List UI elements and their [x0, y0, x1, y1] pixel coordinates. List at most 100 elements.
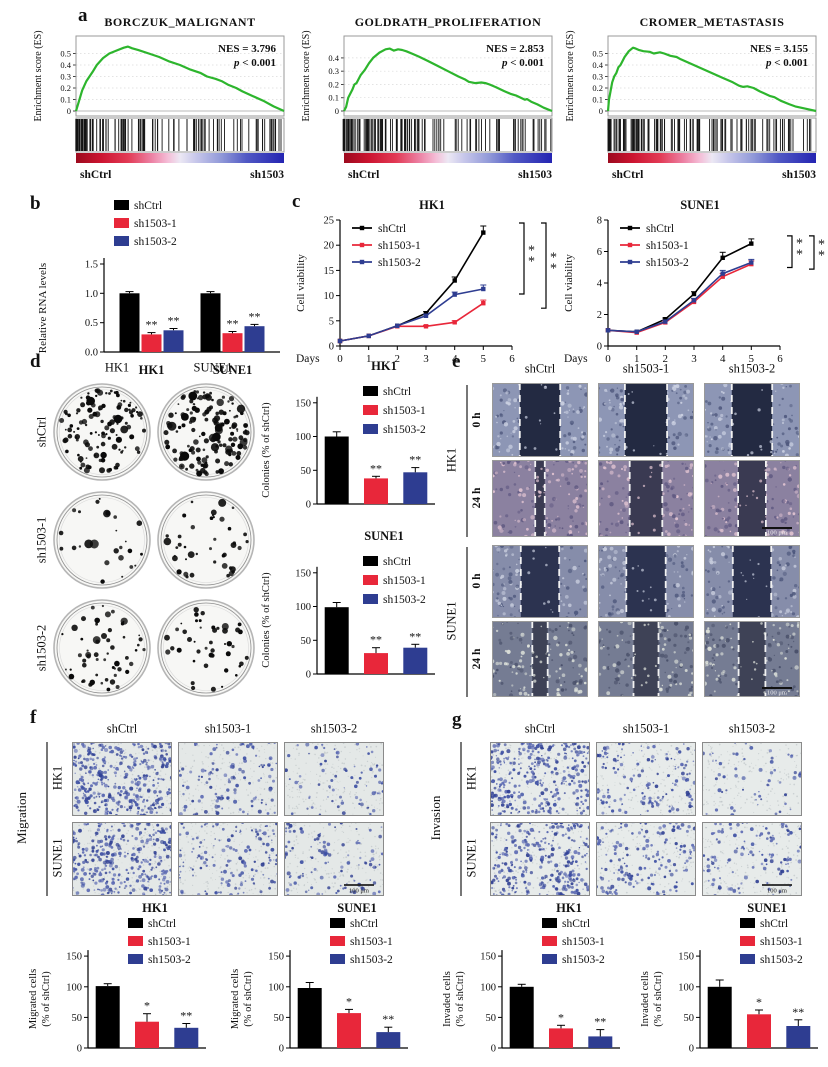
svg-text:sh1503-2: sh1503-2 [148, 954, 191, 966]
svg-text:**: ** [180, 1009, 192, 1023]
svg-text:**: ** [409, 629, 421, 643]
svg-text:**: ** [382, 1012, 394, 1026]
svg-text:0: 0 [77, 1044, 82, 1055]
svg-text:150: 150 [66, 952, 82, 963]
svg-text:Migrated cells: Migrated cells [28, 969, 39, 1029]
svg-text:*: * [528, 255, 535, 270]
svg-text:50: 50 [684, 1013, 695, 1024]
svg-text:Colonies (% of shCtrl): Colonies (% of shCtrl) [261, 402, 272, 498]
svg-text:Invaded cells: Invaded cells [442, 971, 453, 1027]
svg-text:sh1503: sh1503 [518, 169, 552, 181]
svg-text:25: 25 [324, 216, 335, 227]
svg-text:0: 0 [335, 106, 339, 116]
migration-image-hk1-sh1503-2 [283, 741, 385, 817]
wound-image-hk1-24h-shctrl [491, 458, 590, 539]
svg-text:GOLDRATH_PROLIFERATION: GOLDRATH_PROLIFERATION [355, 15, 542, 29]
svg-text:SUNE1: SUNE1 [680, 198, 720, 212]
colony-dish-hk1-sh1503-2 [52, 598, 152, 698]
svg-text:SUNE1: SUNE1 [337, 901, 377, 915]
panel-g-col-shctrl: shCtrl [524, 721, 556, 736]
svg-text:shCtrl: shCtrl [134, 200, 162, 212]
wound-image-sune1-0h-sh1503-1 [597, 544, 696, 619]
svg-text:HK1: HK1 [556, 901, 582, 915]
svg-text:**: ** [168, 314, 180, 328]
svg-text:sh1503-2: sh1503-2 [562, 954, 605, 966]
svg-text:0.3: 0.3 [60, 72, 71, 82]
svg-text:50: 50 [301, 636, 312, 647]
svg-text:Relative RNA levels: Relative RNA levels [37, 263, 49, 353]
migration-image-sune1-shctrl [70, 820, 174, 898]
svg-text:(% of shCtrl): (% of shCtrl) [41, 971, 52, 1027]
panel-d-col-sune1: SUNE1 [193, 360, 233, 375]
panel-g-col-sh1503-1: sh1503-1 [622, 721, 670, 736]
panel-e-col-sh1503-2: sh1503-2 [728, 361, 776, 376]
wound-image-hk1-24h-sh1503-2: 100 μm [702, 459, 802, 537]
gsea-plot-goldrath-proliferation: GOLDRATH_PROLIFERATION 0 0.1 0.2 0.3 0.4 Enric… [298, 12, 560, 192]
gsea-plot-cromer-metastasis: CROMER_METASTASIS 0 0.1 0.2 0.3 0.4 0.5 Enrichm… [562, 12, 824, 192]
svg-text:100: 100 [678, 982, 694, 993]
invasion-image-sune1-shctrl [489, 820, 592, 898]
migrated-cells-bar-chart-hk1: HK1 shCtrl sh1503-1 sh1503-2 0 50 100 150 Migrat… [22, 898, 214, 1066]
svg-text:0: 0 [306, 500, 311, 511]
svg-text:0.0: 0.0 [85, 348, 98, 359]
svg-text:5: 5 [481, 353, 487, 365]
svg-text:2: 2 [663, 353, 669, 365]
svg-text:sh1503-1: sh1503-1 [383, 575, 426, 587]
colonies-bar-chart-sune1: SUNE1 shCtrl sh1503-1 sh1503-2 0 50 100 150 Colo… [253, 526, 445, 698]
svg-text:50: 50 [72, 1013, 83, 1024]
svg-text:sh1503-2: sh1503-2 [383, 594, 426, 606]
panel-d-col-hk1: HK1 [104, 360, 130, 375]
svg-text:8: 8 [597, 216, 602, 227]
svg-text:sh1503-1: sh1503-1 [646, 240, 689, 252]
svg-text:Cell viability: Cell viability [563, 254, 575, 312]
svg-text:0: 0 [599, 106, 603, 116]
svg-text:**: ** [249, 309, 261, 323]
svg-text:100: 100 [268, 982, 284, 993]
panel-g-label: g [452, 709, 462, 730]
svg-text:0.4: 0.4 [328, 53, 339, 63]
panel-d-row-sh1503-1: sh1503-1 [34, 516, 49, 564]
svg-text:0.2: 0.2 [592, 83, 603, 93]
svg-text:*: * [796, 248, 803, 263]
colony-dish-sune1-shctrl [156, 382, 256, 482]
invaded-cells-bar-chart-hk1: HK1 shCtrl sh1503-1 sh1503-2 0 50 100 150 Invade… [436, 898, 628, 1066]
panel-f-row-hk1: HK1 [50, 765, 65, 791]
svg-text:1: 1 [366, 353, 372, 365]
svg-text:**: ** [370, 461, 382, 475]
svg-text:0: 0 [306, 670, 311, 681]
svg-text:sh1503-2: sh1503-2 [383, 424, 426, 436]
svg-text:Invaded cells: Invaded cells [640, 971, 651, 1027]
svg-text:6: 6 [597, 247, 602, 258]
panel-e-line-hk1: HK1 [444, 447, 459, 473]
svg-text:2: 2 [395, 353, 401, 365]
svg-text:BORCZUK_MALIGNANT: BORCZUK_MALIGNANT [104, 15, 255, 29]
svg-text:0: 0 [67, 106, 71, 116]
svg-text:p < 0.001: p < 0.001 [233, 57, 276, 69]
panel-f-col-sh1503-1: sh1503-1 [204, 721, 252, 736]
svg-text:sh1503-2: sh1503-2 [378, 257, 421, 269]
panel-f-row-sune1: SUNE1 [50, 838, 65, 878]
invasion-image-hk1-shctrl [488, 740, 591, 817]
svg-text:0: 0 [597, 342, 602, 353]
svg-text:0.5: 0.5 [592, 49, 603, 59]
panel-e-time-24h-sune1: 24 h [471, 648, 483, 670]
gsea-plot-borczuk-malignant: BORCZUK_MALIGNANT 0 0.1 0.2 0.3 0.4 0.5 Enrichm… [30, 12, 292, 192]
svg-text:NES = 3.155: NES = 3.155 [750, 43, 808, 55]
svg-text:SUNE1: SUNE1 [213, 363, 253, 377]
svg-text:shCtrl: shCtrl [80, 169, 111, 181]
svg-text:3: 3 [423, 353, 429, 365]
panel-e-time-0h-hk1: 0 h [471, 412, 483, 428]
svg-text:*: * [528, 244, 535, 259]
svg-text:0.1: 0.1 [60, 95, 71, 105]
panel-e-label: e [452, 351, 461, 372]
svg-text:shCtrl: shCtrl [760, 918, 788, 930]
panel-d-row-shctrl: shCtrl [34, 416, 49, 448]
svg-text:1: 1 [634, 353, 640, 365]
panel-e-time-0h-sune1: 0 h [471, 573, 483, 589]
svg-text:NES = 3.796: NES = 3.796 [218, 43, 276, 55]
svg-text:6: 6 [777, 353, 783, 365]
invasion-image-hk1-sh1503-2 [701, 741, 803, 818]
svg-text:5: 5 [749, 353, 755, 365]
panel-e-time-24h-hk1: 24 h [471, 487, 483, 509]
